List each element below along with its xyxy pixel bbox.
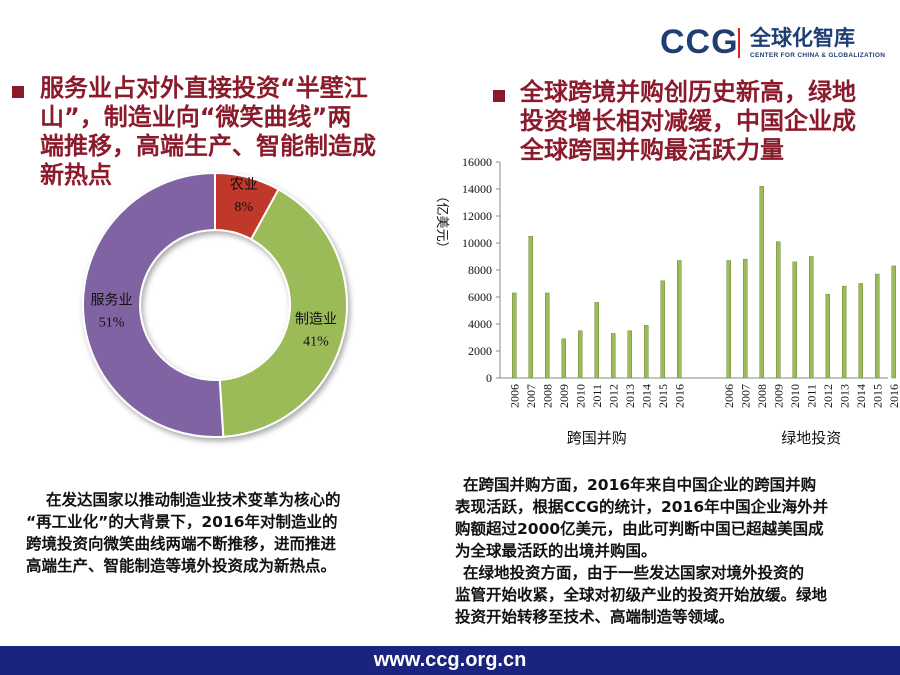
y-tick-label: 4000 (468, 317, 492, 331)
bar (578, 330, 583, 379)
x-tick-label: 2008 (540, 384, 554, 408)
x-tick-label: 2010 (573, 384, 587, 408)
bar (858, 283, 863, 379)
right-paragraph-line: 在跨国并购方面，2016年来自中国企业的跨国并购 (463, 476, 817, 494)
y-tick-label: 10000 (462, 236, 492, 250)
right-paragraph-line: 监管开始收紧，全球对初级产业的投资开始放缓。绿地 (455, 586, 828, 604)
logo-abbr: CCG (660, 23, 739, 61)
right-paragraph-line: 为全球最活跃的出境并购国。 (455, 542, 657, 560)
y-tick-label: 0 (486, 371, 492, 385)
x-tick-label: 2010 (788, 384, 802, 408)
right-heading-line: 全球跨国并购最活跃力量 (520, 136, 784, 164)
right-paragraph-line: 表现活跃，根据CCG的统计，2016年中国企业海外并 (455, 498, 829, 516)
x-tick-label: 2016 (887, 384, 900, 408)
x-tick-label: 2015 (656, 384, 670, 408)
y-tick-label: 12000 (462, 209, 492, 223)
right-paragraph-line: 投资开始转移至技术、高端制造等领域。 (455, 608, 735, 626)
bar (677, 260, 682, 379)
bar (842, 285, 847, 379)
y-tick-label: 6000 (468, 290, 492, 304)
donut-slice-label: 农业 (230, 177, 258, 193)
donut-slice-2 (82, 171, 225, 438)
x-tick-label: 2006 (722, 384, 736, 408)
bar (644, 325, 649, 379)
bar (561, 338, 566, 379)
y-tick-label: 8000 (468, 263, 492, 277)
left-heading-line: 新热点 (40, 161, 112, 189)
bar (759, 186, 764, 379)
footer-bar (0, 646, 900, 675)
bar (545, 292, 550, 379)
left-paragraph-line: 跨境投资向微笑曲线两端不断推移，进而推进 (26, 535, 337, 553)
x-tick-label: 2007 (524, 384, 538, 408)
bar (726, 260, 731, 379)
bar (743, 258, 748, 379)
x-tick-label: 2009 (771, 384, 785, 408)
right-heading-line: 全球跨境并购创历史新高，绿地 (520, 78, 856, 106)
bar (660, 280, 665, 379)
investment-bar-chart: 0 2000 4000 6000 8000 10000 12000 14000 16000 （亿美… (435, 155, 900, 447)
right-heading: 全球跨境并购创历史新高，绿地 投资增长相对减缓，中国企业成 全球跨国并购最活跃力… (520, 78, 890, 165)
left-paragraph: 在发达国家以推动制造业技术变革为核心的 “再工业化”的大背景下，2016年对制造… (26, 489, 426, 577)
group-label: 跨国并购 (567, 430, 627, 447)
x-tick-label: 2014 (639, 384, 653, 408)
left-paragraph-line: “再工业化”的大背景下，2016年对制造业的 (26, 513, 338, 531)
donut-slice-label: 服务业 (91, 292, 133, 308)
left-heading: 服务业占对外直接投资“半壁江 山”，制造业向“微笑曲线”两 端推移，高端生产、智… (40, 74, 410, 190)
bar (627, 330, 632, 379)
donut-slice-label: 制造业 (295, 312, 337, 328)
y-tick-label: 14000 (462, 182, 492, 196)
x-tick-label: 2011 (590, 384, 604, 408)
bar (776, 241, 781, 379)
bar (875, 273, 880, 379)
right-bullet-icon (493, 90, 505, 102)
donut-slice-percent: 41% (303, 335, 329, 350)
bar (594, 302, 599, 379)
x-tick-label: 2014 (854, 384, 868, 408)
x-tick-label: 2011 (804, 384, 818, 408)
bar (891, 265, 896, 379)
footer-url-link[interactable]: www.ccg.org.cn (373, 649, 527, 671)
x-tick-label: 2012 (821, 384, 835, 408)
x-tick-label: 2006 (507, 384, 521, 408)
left-paragraph-line: 高端生产、智能制造等境外投资成为新热点。 (26, 557, 337, 575)
bar (809, 256, 814, 379)
bar (528, 236, 533, 379)
x-tick-label: 2016 (672, 384, 686, 408)
donut-slice-percent: 51% (99, 315, 125, 330)
right-paragraph-line: 在绿地投资方面，由于一些发达国家对境外投资的 (463, 564, 805, 582)
left-heading-line: 服务业占对外直接投资“半壁江 (40, 74, 368, 102)
right-paragraph-line: 购额超过2000亿美元，由此可判断中国已超越美国成 (455, 520, 824, 538)
ccg-logo: CCG 全球化智库 CENTER FOR CHINA & GLOBALIZATI… (660, 22, 888, 68)
sector-donut-chart: 农业 8% 制造业 41% 服务业 51% (82, 171, 348, 438)
x-tick-label: 2015 (870, 384, 884, 408)
x-tick-label: 2012 (606, 384, 620, 408)
left-heading-line: 山”，制造业向“微笑曲线”两 (40, 103, 352, 131)
x-tick-label: 2007 (738, 384, 752, 408)
logo-divider (738, 28, 740, 58)
bar (825, 294, 830, 379)
x-tick-label: 2013 (837, 384, 851, 408)
left-paragraph-line: 在发达国家以推动制造业技术变革为核心的 (46, 491, 341, 509)
logo-name-cn: 全球化智库 (750, 26, 855, 50)
bar (611, 333, 616, 379)
left-bullet-icon (12, 86, 24, 98)
x-tick-label: 2009 (557, 384, 571, 408)
x-tick-label: 2013 (623, 384, 637, 408)
right-paragraph: 在跨国并购方面，2016年来自中国企业的跨国并购 表现活跃，根据CCG的统计，2… (455, 474, 895, 628)
bar (512, 292, 517, 379)
left-heading-line: 端推移，高端生产、智能制造成 (40, 132, 376, 160)
y-tick-label: 2000 (468, 344, 492, 358)
y-tick-label: 16000 (462, 155, 492, 169)
donut-slice-percent: 8% (234, 200, 253, 215)
logo-name-en: CENTER FOR CHINA & GLOBALIZATION (750, 52, 886, 59)
group-label: 绿地投资 (781, 430, 841, 447)
x-tick-label: 2008 (755, 384, 769, 408)
donut-slice-1 (218, 187, 348, 438)
bar (792, 261, 797, 379)
y-axis-label: （亿美元） (435, 189, 450, 254)
right-heading-line: 投资增长相对减缓，中国企业成 (520, 107, 856, 135)
